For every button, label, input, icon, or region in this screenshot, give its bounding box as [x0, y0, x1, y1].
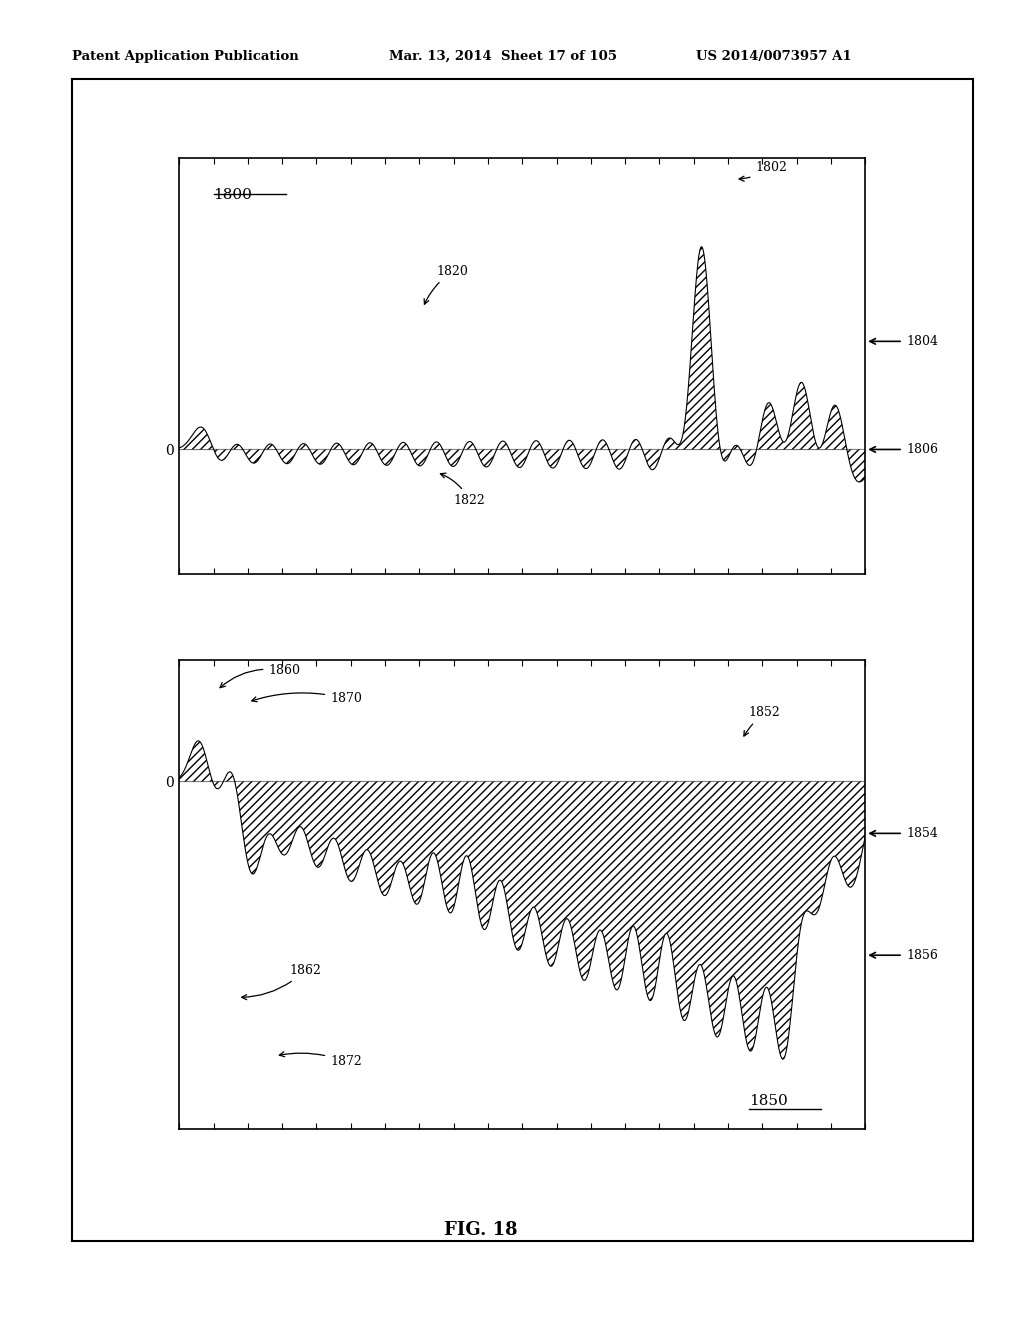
Text: 1852: 1852: [743, 706, 780, 737]
Text: 1854: 1854: [906, 826, 938, 840]
Text: 1856: 1856: [906, 949, 938, 962]
Text: 1850: 1850: [749, 1093, 787, 1107]
Text: 1820: 1820: [424, 265, 468, 304]
Text: 1802: 1802: [739, 161, 787, 181]
Text: 1862: 1862: [242, 964, 321, 999]
Text: 1872: 1872: [280, 1052, 361, 1068]
Text: 1822: 1822: [440, 473, 485, 507]
Text: FIG. 18: FIG. 18: [444, 1221, 518, 1239]
Text: 1870: 1870: [252, 692, 362, 705]
Text: 1806: 1806: [906, 444, 938, 455]
Text: Mar. 13, 2014  Sheet 17 of 105: Mar. 13, 2014 Sheet 17 of 105: [389, 50, 617, 63]
Text: 1804: 1804: [906, 335, 938, 348]
Text: 1860: 1860: [220, 664, 300, 688]
Text: Patent Application Publication: Patent Application Publication: [72, 50, 298, 63]
Text: US 2014/0073957 A1: US 2014/0073957 A1: [696, 50, 852, 63]
Text: 1800: 1800: [213, 187, 252, 202]
